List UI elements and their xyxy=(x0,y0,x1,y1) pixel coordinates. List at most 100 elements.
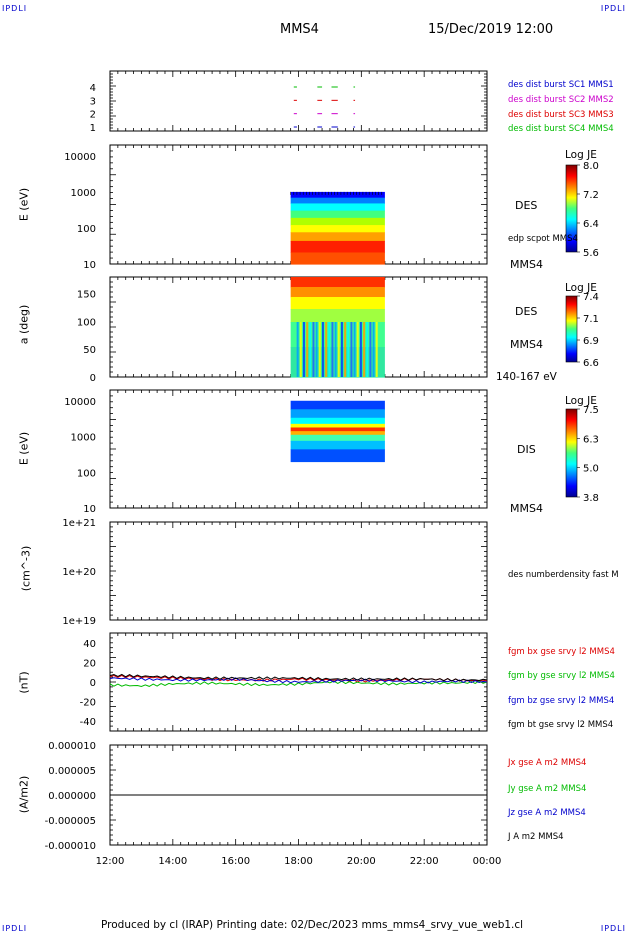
des-energy-ytick-label: 100 xyxy=(77,224,96,235)
des-pitch-spectrogram-band xyxy=(290,277,385,288)
fgm-series-line xyxy=(109,677,488,684)
des-pitch-spectrogram-stripe xyxy=(299,322,302,377)
fgm-legend-bt: fgm bt gse srvy l2 MMS4 xyxy=(508,720,614,730)
des-energy-ytick-label: 1000 xyxy=(71,188,96,199)
des-pitch-spectrogram-stripe xyxy=(309,322,312,377)
des-energy-ytick-label: 10000 xyxy=(64,152,96,163)
corner-label-bottom-right: IPDLI xyxy=(600,924,626,933)
colorbar-tick-label: 7.5 xyxy=(583,405,599,416)
current-legend-jy: Jy gse A m2 MMS4 xyxy=(508,784,587,794)
dis-energy-spectrogram-band xyxy=(290,434,385,442)
fgm-ytick-label: -20 xyxy=(80,698,96,709)
des-pitch-spectrogram-stripe xyxy=(347,322,350,377)
des-pitch-sc-label: MMS4 xyxy=(510,338,543,351)
current-ytick-label: -0.000005 xyxy=(45,816,96,827)
dis-energy-ytick-label: 10 xyxy=(83,504,96,515)
current-ytick-label: -0.000010 xyxy=(45,841,96,852)
des-pitch-ytick-label: 100 xyxy=(77,317,96,328)
dis-energy-ytick-label: 1000 xyxy=(71,433,96,444)
fgm-series-line xyxy=(109,673,488,682)
des-energy-spectrogram-band xyxy=(290,252,385,265)
burst-ytick-label: 4 xyxy=(90,83,96,94)
dis-energy-sc-label: MMS4 xyxy=(510,502,543,515)
des-pitch-spectrogram-stripe xyxy=(366,322,369,377)
colorbar xyxy=(565,295,578,363)
des-energy-instrument-label: DES xyxy=(515,199,538,212)
colorbar xyxy=(565,408,578,498)
fgm-ytick-label: 0 xyxy=(90,678,96,689)
dis-energy-spectrogram-band xyxy=(290,431,385,436)
dis-energy-instrument-label: DIS xyxy=(517,443,536,456)
des-energy-spectrogram-band xyxy=(290,240,385,254)
corner-label-top-right: IPDLI xyxy=(600,4,626,13)
des-pitch-spectrogram-stripe xyxy=(325,322,328,377)
dis-energy-ytick-label: 100 xyxy=(77,468,96,479)
x-tick-label: 00:00 xyxy=(473,856,502,867)
burst-legend-mms3: des dist burst SC3 MMS3 xyxy=(508,110,614,120)
dis-energy-spectrogram-band xyxy=(290,449,385,463)
burst-ytick-label: 2 xyxy=(90,110,96,121)
x-tick-label: 14:00 xyxy=(158,856,187,867)
current-ytick-label: 0.000005 xyxy=(48,766,96,777)
des-pitch-spectrogram-stripe xyxy=(318,322,321,377)
colorbar-tick-label: 7.4 xyxy=(583,292,599,303)
des-energy-spectrogram-band xyxy=(290,203,385,212)
density-ytick-label: 1e+19 xyxy=(62,616,96,627)
colorbar-tick-label: 6.3 xyxy=(583,434,599,445)
fgm-ylabel: (nT) xyxy=(17,671,31,694)
des-pitch-spectrogram-stripe xyxy=(359,322,362,377)
corner-label-top-left: IPDLI xyxy=(2,4,28,13)
current-ylabel: (A/m2) xyxy=(17,775,31,814)
date-title: 15/Dec/2019 12:00 xyxy=(428,22,554,37)
des-energy-spectrogram-band xyxy=(290,225,385,233)
current-legend-jz: Jz gse A m2 MMS4 xyxy=(508,808,586,818)
des-pitch-spectrogram-stripe xyxy=(337,322,340,377)
x-tick-label: 12:00 xyxy=(96,856,125,867)
colorbar-tick-label: 7.1 xyxy=(583,314,599,325)
x-tick-label: 18:00 xyxy=(284,856,313,867)
spacecraft-title: MMS4 xyxy=(280,22,319,37)
des-pitch-spectrogram-stripe xyxy=(302,322,305,377)
colorbar-tick-label: 3.8 xyxy=(583,493,599,504)
des-energy-spectrogram-band xyxy=(290,217,385,226)
des-pitch-spectrogram-band xyxy=(290,287,385,298)
des-pitch-ytick-label: 0 xyxy=(90,373,96,384)
des-pitch-ytick-label: 150 xyxy=(77,290,96,301)
x-tick-label: 20:00 xyxy=(347,856,376,867)
fgm-legend-bz: fgm bz gse srvy l2 MMS4 xyxy=(508,696,615,706)
des-pitch-spectrogram-band xyxy=(290,309,385,323)
des-pitch-instrument-label: DES xyxy=(515,305,538,318)
current-ytick-label: 0.000010 xyxy=(48,741,96,752)
des-pitch-ylabel: a (deg) xyxy=(17,304,31,345)
dis-energy-spectrogram-band xyxy=(290,440,385,450)
panel-frame xyxy=(109,521,488,621)
des-pitch-spectrogram-stripe xyxy=(363,322,366,377)
density-ytick-label: 1e+20 xyxy=(62,567,96,578)
des-pitch-spectrogram-stripe xyxy=(369,322,372,377)
dis-energy-spectrogram-band xyxy=(290,427,385,432)
current-legend-jx: Jx gse A m2 MMS4 xyxy=(508,758,587,768)
burst-legend-mms2: des dist burst SC2 MMS2 xyxy=(508,95,614,105)
des-pitch-spectrogram-stripe xyxy=(296,322,299,377)
density-ytick-label: 1e+21 xyxy=(62,518,96,529)
des-energy-scpot-label: edp scpot MMS4 xyxy=(508,234,578,244)
des-energy-spectrogram-band xyxy=(290,197,385,205)
des-pitch-spectrogram-stripe xyxy=(344,322,347,377)
density-legend-label: des numberdensity fast M xyxy=(508,570,619,580)
colorbar-tick-label: 5.6 xyxy=(583,248,599,259)
des-pitch-spectrogram-stripe xyxy=(328,322,331,377)
des-energy-ylabel: E (eV) xyxy=(17,187,31,222)
density-ylabel: (cm^-3) xyxy=(19,545,33,592)
des-energy-sc-label: MMS4 xyxy=(510,258,543,271)
des-energy-spectrogram-band xyxy=(290,210,385,219)
dis-energy-spectrogram-band xyxy=(290,400,385,410)
fgm-legend-bx: fgm bx gse srvy l2 MMS4 xyxy=(508,647,615,657)
des-pitch-spectrogram-band xyxy=(290,297,385,310)
x-tick-label: 16:00 xyxy=(221,856,250,867)
colorbar-tick-label: 6.4 xyxy=(583,219,599,230)
burst-legend-mms1: des dist burst SC1 MMS1 xyxy=(508,80,614,90)
des-pitch-spectrogram-stripe xyxy=(372,322,375,377)
dis-energy-ylabel: E (eV) xyxy=(17,431,31,466)
current-legend-j: J A m2 MMS4 xyxy=(508,832,564,842)
